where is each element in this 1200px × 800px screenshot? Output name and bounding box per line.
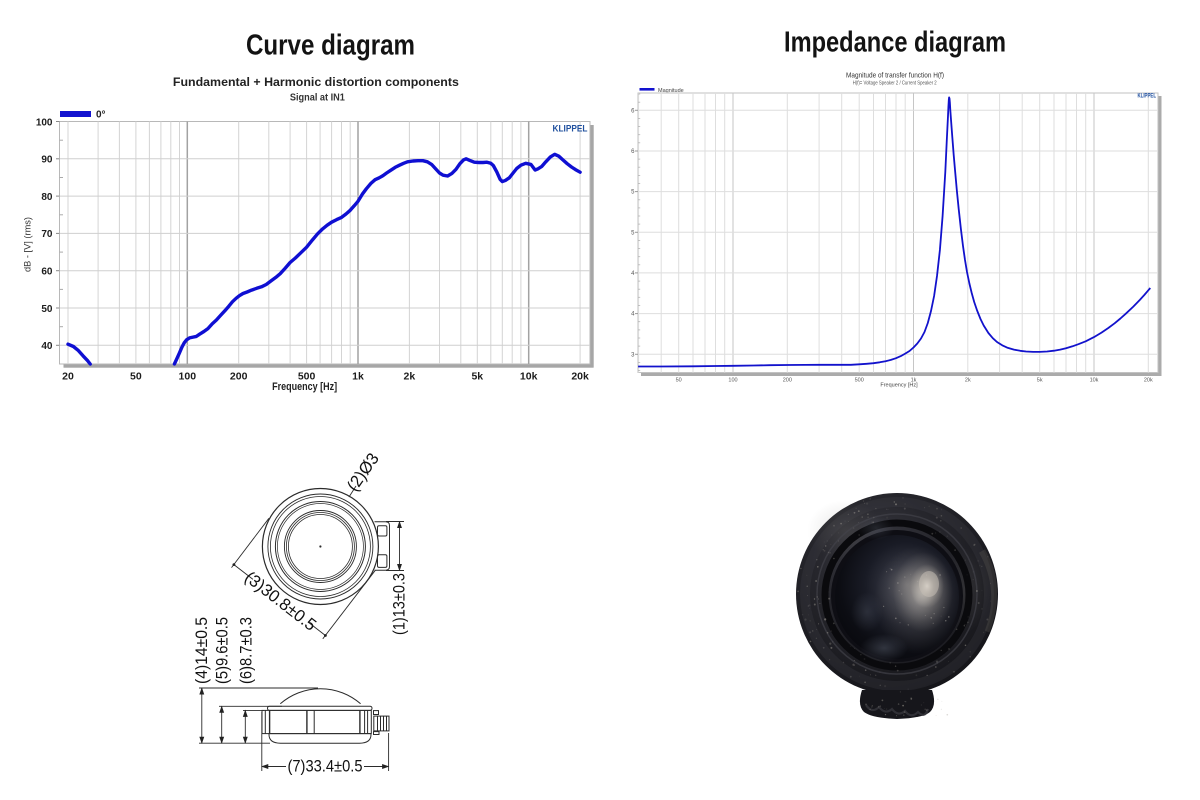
svg-text:Magnitude: Magnitude bbox=[658, 88, 684, 94]
svg-text:4: 4 bbox=[631, 312, 635, 318]
svg-text:3: 3 bbox=[631, 352, 635, 358]
svg-text:10k: 10k bbox=[1090, 377, 1099, 383]
svg-text:Magnitude of transfer function: Magnitude of transfer function H(f) bbox=[846, 70, 944, 79]
svg-text:60: 60 bbox=[41, 267, 53, 278]
svg-text:500: 500 bbox=[298, 371, 316, 383]
svg-text:0°: 0° bbox=[96, 110, 106, 121]
svg-text:100: 100 bbox=[179, 371, 197, 383]
svg-text:50: 50 bbox=[130, 371, 142, 383]
svg-text:10k: 10k bbox=[520, 371, 538, 383]
svg-text:dB - [V] (rms): dB - [V] (rms) bbox=[23, 217, 34, 272]
svg-text:80: 80 bbox=[41, 192, 53, 203]
svg-text:1k: 1k bbox=[352, 371, 364, 383]
svg-text:Impedance diagram: Impedance diagram bbox=[784, 27, 1006, 59]
svg-text:40: 40 bbox=[41, 341, 53, 352]
svg-text:5k: 5k bbox=[471, 371, 483, 383]
svg-text:50: 50 bbox=[41, 304, 53, 315]
svg-text:4: 4 bbox=[631, 271, 635, 277]
svg-text:500: 500 bbox=[855, 377, 864, 383]
svg-text:70: 70 bbox=[41, 229, 53, 240]
svg-text:2k: 2k bbox=[965, 377, 971, 383]
svg-text:5: 5 bbox=[631, 190, 635, 196]
svg-text:(1)13±0.3: (1)13±0.3 bbox=[390, 573, 409, 635]
svg-text:(7)33.4±0.5: (7)33.4±0.5 bbox=[288, 757, 363, 776]
svg-text:(2)Ø3: (2)Ø3 bbox=[343, 449, 383, 494]
svg-text:5k: 5k bbox=[1037, 377, 1043, 383]
svg-text:90: 90 bbox=[41, 155, 53, 166]
svg-text:6: 6 bbox=[631, 149, 635, 155]
svg-text:KLIPPEL: KLIPPEL bbox=[1138, 94, 1157, 100]
svg-text:Curve diagram: Curve diagram bbox=[246, 30, 415, 62]
svg-text:Frequency [Hz]: Frequency [Hz] bbox=[272, 381, 337, 393]
svg-text:KLIPPEL: KLIPPEL bbox=[553, 124, 588, 135]
svg-text:50: 50 bbox=[676, 377, 682, 383]
svg-text:20k: 20k bbox=[1144, 377, 1153, 383]
svg-text:20k: 20k bbox=[571, 371, 589, 383]
svg-text:2k: 2k bbox=[404, 371, 416, 383]
svg-text:H(f)= Voltage Speaker 2 / Curr: H(f)= Voltage Speaker 2 / Current Speake… bbox=[853, 80, 937, 86]
svg-text:1k: 1k bbox=[911, 377, 917, 383]
svg-text:6: 6 bbox=[631, 108, 635, 114]
svg-text:Frequency [Hz]: Frequency [Hz] bbox=[880, 383, 918, 389]
svg-text:(6)8.7±0.3: (6)8.7±0.3 bbox=[237, 617, 256, 684]
svg-text:(5)9.6±0.5: (5)9.6±0.5 bbox=[213, 617, 232, 684]
svg-text:100: 100 bbox=[36, 117, 53, 128]
svg-text:Signal at IN1: Signal at IN1 bbox=[290, 93, 345, 104]
svg-text:5: 5 bbox=[631, 230, 635, 236]
svg-text:(4)14±0.5: (4)14±0.5 bbox=[192, 617, 211, 684]
svg-text:20: 20 bbox=[62, 371, 74, 383]
svg-text:200: 200 bbox=[783, 377, 792, 383]
svg-text:200: 200 bbox=[230, 371, 248, 383]
svg-text:100: 100 bbox=[728, 377, 737, 383]
svg-text:Fundamental + Harmonic distort: Fundamental + Harmonic distortion compon… bbox=[173, 75, 459, 89]
